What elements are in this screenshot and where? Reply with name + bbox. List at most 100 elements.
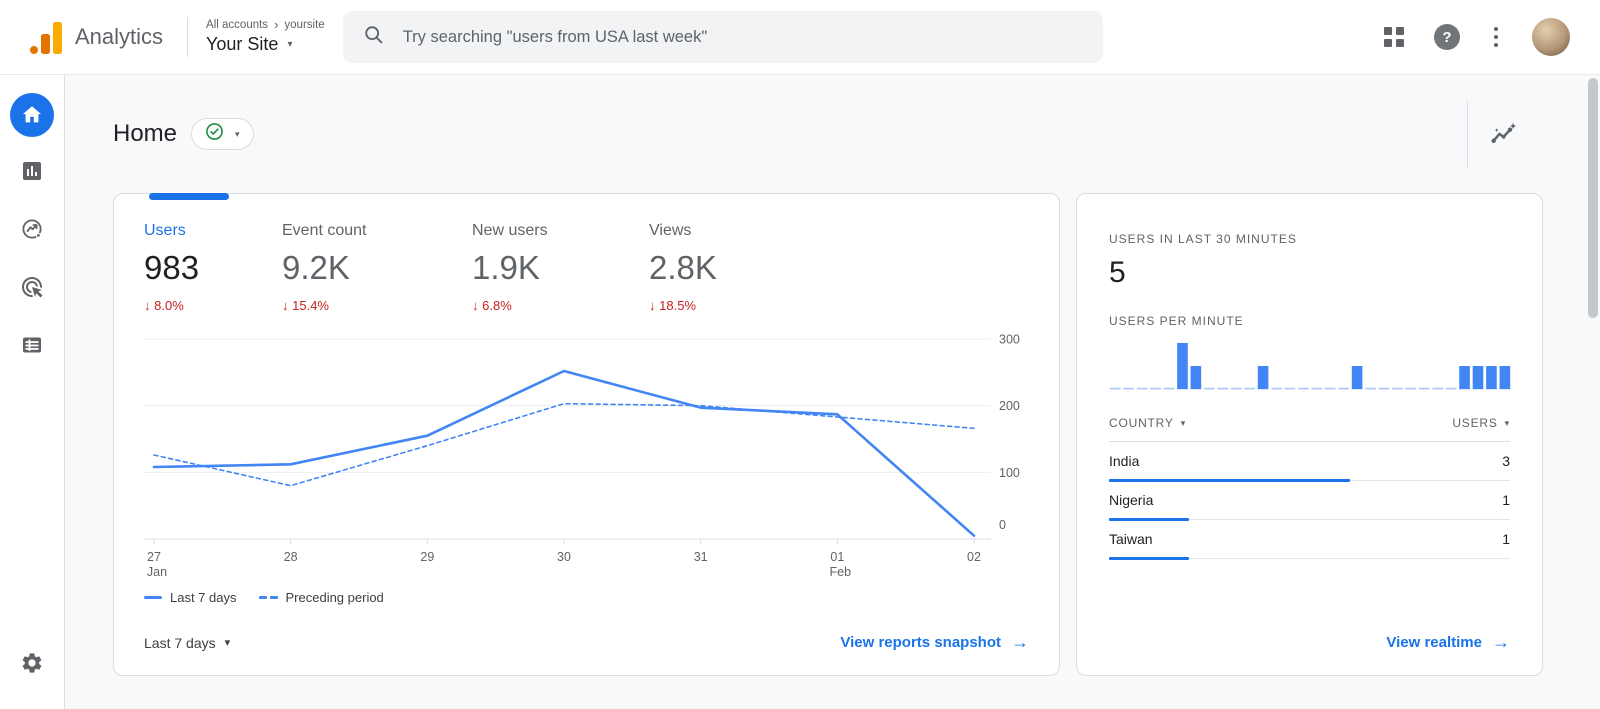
sidebar-item-reports[interactable]	[8, 149, 56, 197]
metric-delta: ↓ 18.5%	[649, 298, 696, 313]
users-30min-value: 5	[1109, 256, 1126, 289]
explore-trend-icon	[20, 217, 44, 246]
svg-text:Feb: Feb	[830, 565, 852, 577]
sort-caret-icon: ▾	[1504, 417, 1510, 428]
svg-text:29: 29	[420, 550, 434, 564]
ads-target-icon	[20, 275, 44, 304]
metric-delta: ↓ 8.0%	[144, 298, 184, 313]
home-icon	[10, 93, 54, 137]
insights-icon[interactable]	[1489, 121, 1517, 154]
metric-delta: ↓ 6.8%	[472, 298, 512, 313]
overview-card: Users 983 ↓ 8.0% Event count 9.2K ↓ 15.4…	[113, 193, 1060, 676]
metric-label: Event count	[282, 222, 367, 239]
metric-label: Users	[144, 222, 186, 239]
metric-value: 2.8K	[649, 249, 717, 286]
country-users-value: 1	[1502, 531, 1510, 547]
svg-text:31: 31	[694, 550, 708, 564]
logo-tall-bar	[53, 21, 62, 54]
help-icon[interactable]: ?	[1434, 24, 1460, 50]
left-nav	[0, 75, 65, 709]
sidebar-item-admin[interactable]	[8, 641, 56, 689]
country-row: India 3	[1109, 442, 1510, 482]
down-arrow-icon: ↓	[282, 298, 289, 313]
sidebar-item-advertising[interactable]	[8, 265, 56, 313]
breadcrumb-current: yoursite	[284, 19, 325, 31]
users-trend-chart: 27 Jan 28 29 30 31 01 Feb 02 0 100 200 300	[144, 327, 1029, 582]
country-row: Taiwan 1	[1109, 520, 1510, 560]
top-app-bar: Analytics All accounts › yoursite Your S…	[0, 0, 1600, 75]
country-users-value: 3	[1502, 453, 1510, 469]
svg-text:200: 200	[999, 399, 1020, 413]
topbar-divider	[187, 17, 189, 57]
metric-delta: ↓ 15.4%	[282, 298, 329, 313]
svg-text:02: 02	[967, 550, 981, 564]
svg-text:Jan: Jan	[147, 565, 167, 577]
country-row: Nigeria 1	[1109, 481, 1510, 521]
legend-label: Last 7 days	[170, 590, 237, 605]
view-realtime-link[interactable]: View realtime →	[1386, 632, 1510, 652]
gear-icon	[20, 651, 44, 680]
more-vert-icon[interactable]	[1490, 27, 1502, 47]
down-arrow-icon: ↓	[649, 298, 656, 313]
breadcrumb-root: All accounts	[206, 19, 269, 31]
chart-legend: Last 7 days Preceding period	[144, 590, 1029, 605]
check-circle-icon	[205, 122, 224, 146]
main-content: Home ▾	[65, 75, 1600, 709]
metric-tab-users[interactable]: Users 983 ↓ 8.0%	[144, 222, 282, 313]
users-per-minute-chart	[1109, 338, 1511, 398]
down-arrow-icon: ↓	[472, 298, 479, 313]
users-sort-header[interactable]: USERS ▾	[1452, 416, 1510, 430]
metric-tab-views[interactable]: Views 2.8K ↓ 18.5%	[649, 222, 717, 313]
metric-value: 983	[144, 249, 200, 286]
metric-value: 1.9K	[472, 249, 540, 286]
brand-name: Analytics	[75, 24, 164, 49]
metric-label: Views	[649, 222, 692, 239]
svg-text:30: 30	[557, 550, 571, 564]
chevron-right-icon: ›	[274, 17, 279, 32]
svg-text:100: 100	[999, 466, 1020, 480]
svg-text:0: 0	[999, 518, 1006, 532]
country-name: Nigeria	[1109, 492, 1154, 508]
metric-tabs: Users 983 ↓ 8.0% Event count 9.2K ↓ 15.4…	[144, 222, 1029, 313]
apps-grid-icon[interactable]	[1384, 27, 1404, 47]
svg-text:27: 27	[147, 550, 161, 564]
breadcrumb: All accounts › yoursite	[206, 17, 325, 32]
users-per-minute-label: USERS PER MINUTE	[1109, 314, 1244, 328]
list-box-icon	[20, 333, 44, 362]
legend-solid-swatch	[144, 596, 162, 599]
metric-tab-event-count[interactable]: Event count 9.2K ↓ 15.4%	[282, 222, 472, 313]
search-icon	[363, 24, 385, 51]
search-bar[interactable]	[342, 11, 1103, 63]
metric-value: 9.2K	[282, 249, 350, 286]
property-name: Your Site	[206, 34, 279, 54]
country-users-value: 1	[1502, 492, 1510, 508]
property-switcher[interactable]: All accounts › yoursite Your Site ▾	[206, 17, 325, 55]
country-progress-bar	[1109, 479, 1350, 482]
sidebar-item-home[interactable]	[8, 91, 56, 139]
legend-label: Preceding period	[285, 590, 384, 605]
page-title: Home	[113, 120, 178, 147]
realtime-country-table: COUNTRY ▾ USERS ▾ India 3 Nigeria 1 Taiwan 1	[1109, 416, 1510, 560]
metric-tab-new-users[interactable]: New users 1.9K ↓ 6.8%	[472, 222, 649, 313]
country-progress-bar	[1109, 557, 1190, 560]
sidebar-item-library[interactable]	[8, 323, 56, 371]
analytics-logo-icon[interactable]	[30, 21, 62, 54]
search-input[interactable]	[400, 26, 1083, 48]
active-metric-tab-indicator	[149, 193, 229, 200]
date-range-selector[interactable]: Last 7 days ▾	[144, 634, 231, 651]
svg-text:28: 28	[284, 550, 298, 564]
country-progress-bar	[1109, 518, 1190, 521]
chevron-down-icon: ▾	[235, 128, 240, 139]
users-30min-label: USERS IN LAST 30 MINUTES	[1109, 232, 1297, 246]
metric-label: New users	[472, 222, 548, 239]
sidebar-item-explore[interactable]	[8, 207, 56, 255]
logo-mid-bar	[41, 33, 50, 54]
title-divider	[1467, 101, 1468, 167]
bar-chart-icon	[20, 159, 44, 188]
report-status-dropdown[interactable]: ▾	[191, 118, 254, 150]
user-avatar[interactable]	[1532, 18, 1570, 56]
page-scrollbar[interactable]	[1588, 78, 1598, 318]
view-reports-snapshot-link[interactable]: View reports snapshot →	[840, 632, 1029, 652]
country-sort-header[interactable]: COUNTRY ▾	[1109, 416, 1187, 430]
caret-down-icon: ▾	[224, 637, 231, 649]
